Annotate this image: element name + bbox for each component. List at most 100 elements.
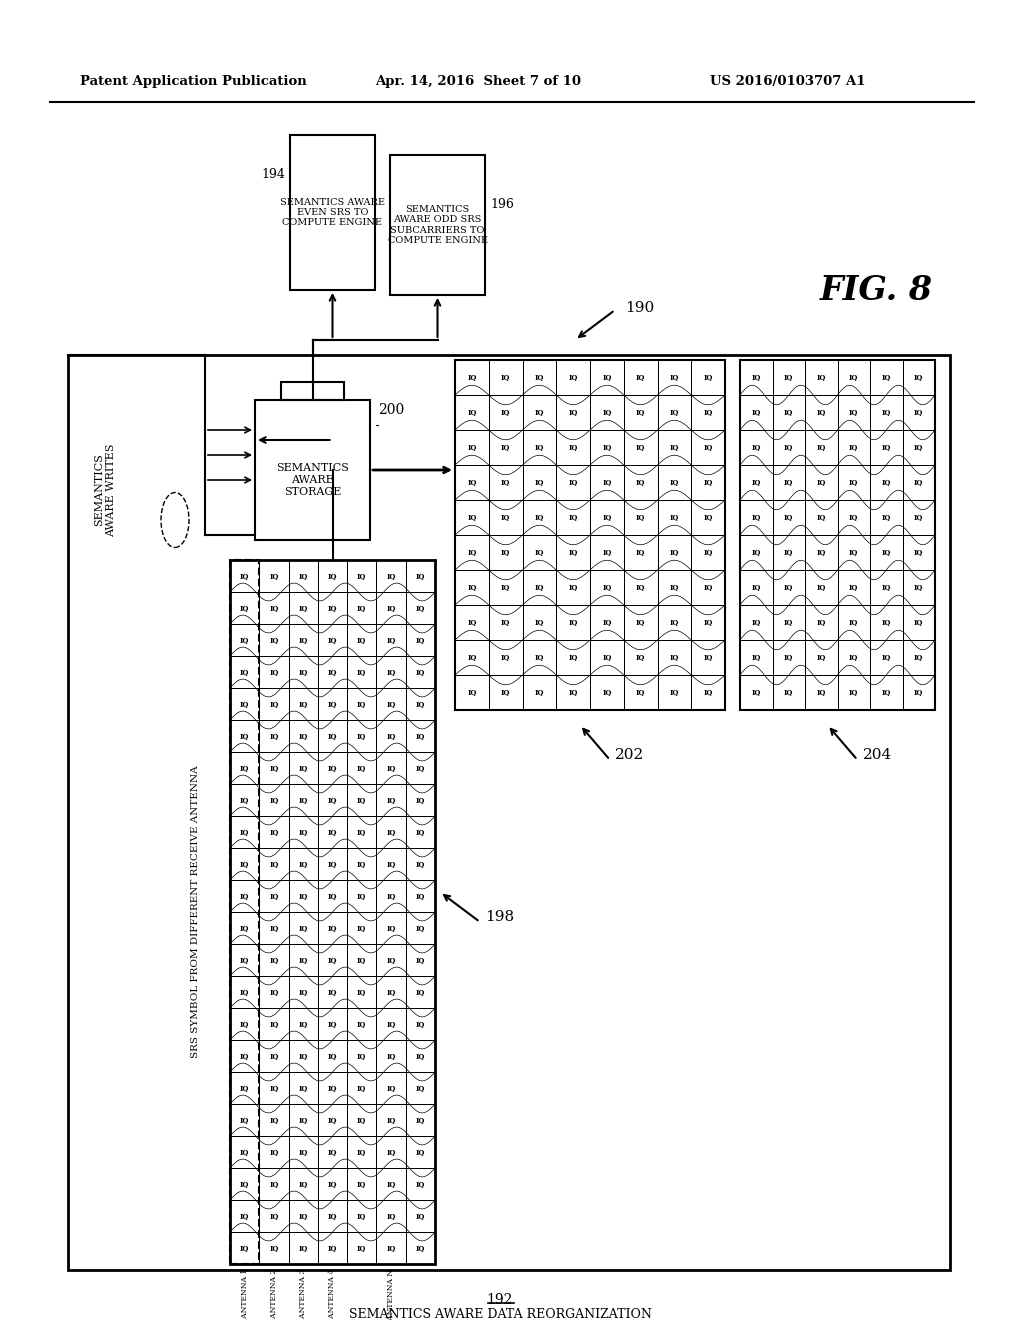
Text: 194: 194 bbox=[261, 169, 285, 181]
Bar bbox=[624, 395, 657, 430]
Text: IQ: IQ bbox=[240, 700, 249, 708]
Text: IQ: IQ bbox=[299, 572, 308, 579]
Text: IQ: IQ bbox=[602, 444, 611, 451]
Text: IQ: IQ bbox=[386, 828, 395, 836]
Bar bbox=[259, 688, 289, 719]
Text: IQ: IQ bbox=[784, 479, 794, 487]
Text: IQ: IQ bbox=[357, 1115, 367, 1125]
Bar bbox=[377, 1200, 406, 1232]
Bar bbox=[230, 560, 259, 1265]
Bar bbox=[870, 430, 902, 465]
Text: IQ: IQ bbox=[501, 653, 510, 661]
Bar bbox=[230, 784, 259, 816]
Text: IQ: IQ bbox=[703, 374, 713, 381]
Bar bbox=[289, 1104, 317, 1137]
Bar bbox=[455, 465, 488, 500]
Text: IQ: IQ bbox=[299, 1084, 308, 1092]
Bar bbox=[230, 560, 259, 591]
Bar bbox=[289, 1008, 317, 1040]
Bar bbox=[740, 605, 772, 640]
Text: IQ: IQ bbox=[703, 583, 713, 591]
Bar bbox=[317, 1232, 347, 1265]
Text: US 2016/0103707 A1: US 2016/0103707 A1 bbox=[710, 75, 865, 88]
Text: IQ: IQ bbox=[269, 892, 279, 900]
Bar bbox=[347, 752, 377, 784]
Bar bbox=[590, 675, 624, 710]
Bar bbox=[740, 465, 772, 500]
Text: IQ: IQ bbox=[416, 1020, 425, 1028]
Bar bbox=[624, 430, 657, 465]
Bar bbox=[259, 719, 289, 752]
Text: IQ: IQ bbox=[602, 479, 611, 487]
Text: IQ: IQ bbox=[416, 700, 425, 708]
Bar bbox=[259, 784, 289, 816]
Text: IQ: IQ bbox=[328, 987, 337, 997]
Bar bbox=[347, 1040, 377, 1072]
Text: IQ: IQ bbox=[269, 1243, 279, 1251]
Text: IQ: IQ bbox=[240, 636, 249, 644]
Bar bbox=[870, 640, 902, 675]
Bar bbox=[290, 135, 375, 290]
Bar bbox=[691, 360, 725, 395]
Bar bbox=[317, 1137, 347, 1168]
Text: SEMANTICS
AWARE WRITES: SEMANTICS AWARE WRITES bbox=[94, 444, 116, 537]
Text: IQ: IQ bbox=[752, 689, 761, 697]
Text: IQ: IQ bbox=[535, 689, 544, 697]
Bar bbox=[455, 535, 488, 570]
Bar bbox=[377, 591, 406, 624]
Bar bbox=[691, 675, 725, 710]
Text: IQ: IQ bbox=[299, 605, 308, 612]
Text: IQ: IQ bbox=[386, 1212, 395, 1220]
Bar bbox=[317, 1072, 347, 1104]
Bar bbox=[289, 591, 317, 624]
Text: IQ: IQ bbox=[882, 479, 891, 487]
Bar bbox=[740, 640, 772, 675]
Bar bbox=[556, 570, 590, 605]
Text: IQ: IQ bbox=[269, 1148, 279, 1156]
Bar bbox=[488, 430, 522, 465]
Bar bbox=[230, 847, 259, 880]
Bar bbox=[390, 154, 485, 294]
Text: IQ: IQ bbox=[670, 374, 679, 381]
Bar bbox=[870, 395, 902, 430]
Bar bbox=[259, 1104, 289, 1137]
Text: IQ: IQ bbox=[416, 828, 425, 836]
Text: IQ: IQ bbox=[299, 987, 308, 997]
Text: IQ: IQ bbox=[328, 892, 337, 900]
Text: 204: 204 bbox=[862, 748, 892, 762]
Bar bbox=[289, 1168, 317, 1200]
Text: IQ: IQ bbox=[784, 583, 794, 591]
Bar bbox=[289, 1040, 317, 1072]
Text: IQ: IQ bbox=[703, 653, 713, 661]
Text: SRS RX ANTENNA N: SRS RX ANTENNA N bbox=[387, 1269, 395, 1320]
Text: IQ: IQ bbox=[752, 583, 761, 591]
Bar bbox=[772, 500, 805, 535]
Text: IQ: IQ bbox=[240, 1020, 249, 1028]
Bar bbox=[406, 975, 435, 1008]
Text: IQ: IQ bbox=[240, 1243, 249, 1251]
Text: IQ: IQ bbox=[535, 653, 544, 661]
Text: IQ: IQ bbox=[328, 828, 337, 836]
Text: SEMANTICS AWARE DATA REORGANIZATION: SEMANTICS AWARE DATA REORGANIZATION bbox=[348, 1308, 651, 1320]
Text: IQ: IQ bbox=[357, 764, 367, 772]
Text: IQ: IQ bbox=[386, 956, 395, 964]
Bar bbox=[455, 500, 488, 535]
Bar bbox=[691, 570, 725, 605]
Text: IQ: IQ bbox=[269, 1212, 279, 1220]
Text: IQ: IQ bbox=[328, 924, 337, 932]
Bar bbox=[281, 381, 344, 400]
Bar bbox=[377, 656, 406, 688]
Bar bbox=[230, 591, 259, 624]
Bar bbox=[455, 570, 488, 605]
Bar bbox=[259, 944, 289, 975]
Bar bbox=[522, 675, 556, 710]
Bar bbox=[838, 360, 870, 395]
Text: IQ: IQ bbox=[299, 1212, 308, 1220]
Bar bbox=[590, 360, 624, 395]
Bar bbox=[406, 880, 435, 912]
Text: IQ: IQ bbox=[269, 987, 279, 997]
Bar bbox=[488, 535, 522, 570]
Text: IQ: IQ bbox=[501, 513, 510, 521]
Bar bbox=[317, 1168, 347, 1200]
Bar bbox=[259, 975, 289, 1008]
